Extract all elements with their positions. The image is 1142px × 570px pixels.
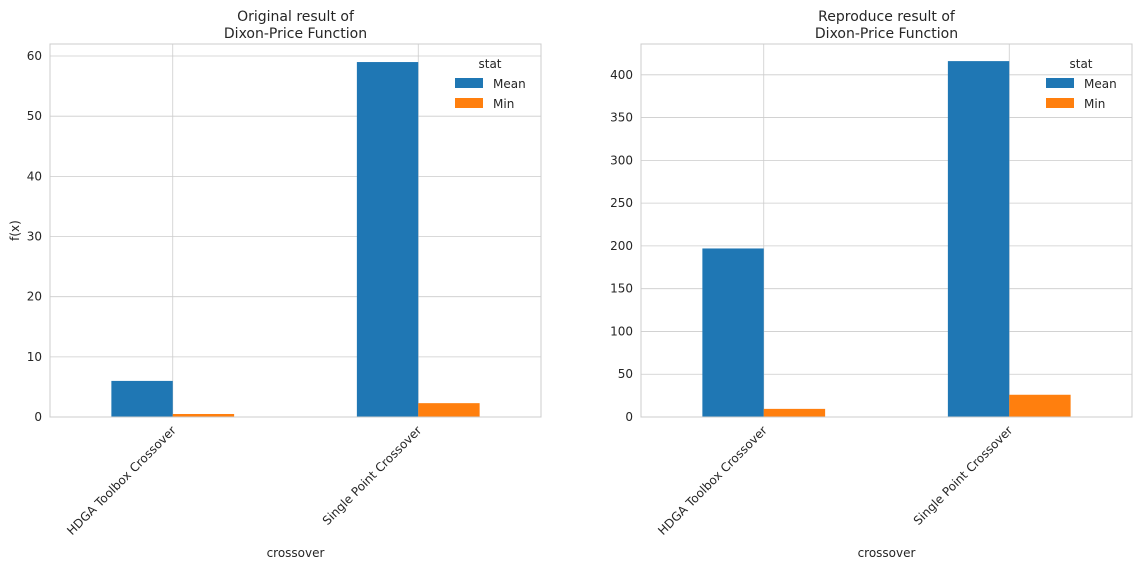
x-axis-label: crossover bbox=[267, 546, 325, 560]
legend: stat Mean Min bbox=[1046, 57, 1117, 111]
legend-label-mean: Mean bbox=[1084, 77, 1117, 91]
chart-panel-1: 0 10 20 30 40 50 60 HDGA Toolbox Crossover Singl… bbox=[8, 9, 542, 560]
chart-panel-2: 0 50 100 150 200 250 300 350 400 HDGA Toolbox Cro… bbox=[610, 9, 1133, 560]
x-tick-label: HDGA Toolbox Crossover bbox=[655, 423, 770, 538]
bar-min-2 bbox=[418, 403, 480, 417]
y-tick-label: 200 bbox=[610, 239, 633, 253]
chart-title-line-2: Dixon-Price Function bbox=[815, 26, 958, 42]
y-tick-label: 150 bbox=[610, 282, 633, 296]
x-axis-label: crossover bbox=[858, 546, 916, 560]
y-tick-label: 100 bbox=[610, 324, 633, 338]
bar-min-1 bbox=[172, 413, 235, 417]
y-tick-label: 60 bbox=[27, 49, 42, 63]
y-axis-label: f(x) bbox=[8, 220, 22, 241]
legend-title: stat bbox=[478, 57, 501, 71]
y-tick-label: 20 bbox=[27, 290, 42, 304]
bar-mean-1 bbox=[702, 248, 764, 417]
y-tick-label: 50 bbox=[27, 109, 42, 123]
axes-frame bbox=[49, 43, 542, 418]
y-tick-label: 0 bbox=[34, 410, 42, 424]
bar-mean-2 bbox=[947, 61, 1010, 417]
axes-frame bbox=[640, 43, 1133, 418]
legend-swatch-min bbox=[1046, 98, 1074, 108]
bar-min-2 bbox=[1009, 394, 1071, 417]
legend-label-min: Min bbox=[1084, 97, 1105, 111]
y-tick-label: 0 bbox=[625, 410, 633, 424]
legend-title: stat bbox=[1069, 57, 1092, 71]
y-tick-label: 30 bbox=[27, 230, 42, 244]
legend-label-min: Min bbox=[493, 97, 514, 111]
y-tick-label: 250 bbox=[610, 196, 633, 210]
y-tick-label: 10 bbox=[27, 350, 42, 364]
y-tick-label: 400 bbox=[610, 68, 633, 82]
y-tick-label: 300 bbox=[610, 153, 633, 167]
legend-label-mean: Mean bbox=[493, 77, 526, 91]
y-tick-label: 350 bbox=[610, 111, 633, 125]
x-tick-label: Single Point Crossover bbox=[911, 423, 1016, 528]
legend: stat Mean Min bbox=[455, 57, 526, 111]
chart-title-line-1: Reproduce result of bbox=[818, 9, 956, 25]
x-tick-label: Single Point Crossover bbox=[320, 423, 425, 528]
bar-mean-1 bbox=[111, 380, 173, 417]
bar-min-1 bbox=[763, 408, 826, 417]
legend-swatch-mean bbox=[455, 78, 483, 88]
chart-title-line-1: Original result of bbox=[237, 9, 355, 25]
bar-mean-2 bbox=[356, 62, 419, 417]
y-tick-label: 50 bbox=[618, 367, 633, 381]
y-tick-label: 40 bbox=[27, 169, 42, 183]
x-tick-label: HDGA Toolbox Crossover bbox=[64, 423, 179, 538]
legend-swatch-mean bbox=[1046, 78, 1074, 88]
legend-swatch-min bbox=[455, 98, 483, 108]
chart-title-line-2: Dixon-Price Function bbox=[224, 26, 367, 42]
